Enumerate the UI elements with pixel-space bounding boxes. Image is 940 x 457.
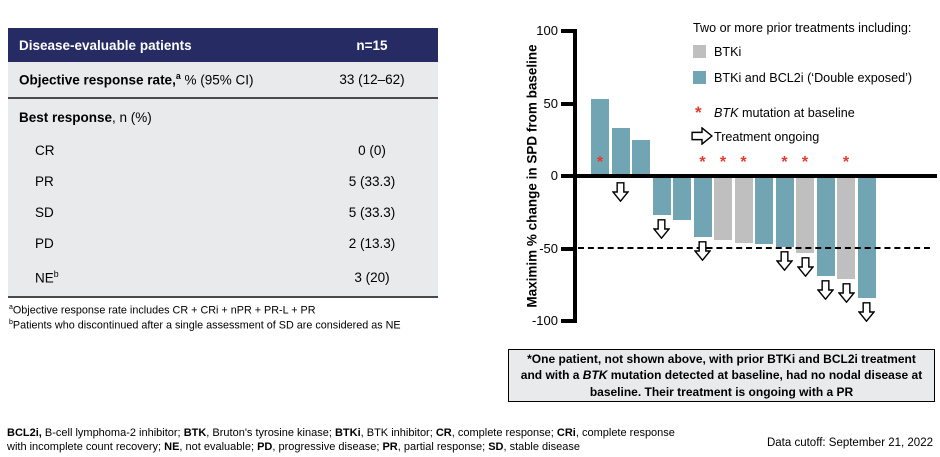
y-tick-label: -100	[531, 313, 558, 328]
waterfall-bar	[837, 176, 855, 279]
btk-mutation-asterisk: *	[781, 154, 788, 171]
legend-swatch-double-exposed	[693, 71, 706, 84]
legend-label-double-exposed: BTKi and BCL2i (‘Double exposed’)	[714, 71, 913, 85]
callout-box: *One patient, not shown above, with prio…	[508, 349, 935, 402]
table-row-value: 5 (33.3)	[348, 205, 396, 220]
treatment-ongoing-arrow-icon	[837, 283, 855, 304]
waterfall-bar	[755, 176, 773, 245]
treatment-ongoing-arrow-icon	[796, 256, 814, 278]
treatment-ongoing-arrow-icon	[775, 251, 794, 272]
table-row-label: CR	[35, 143, 55, 158]
waterfall-bar	[734, 176, 753, 243]
waterfall-bar	[816, 176, 835, 277]
waterfall-bar	[693, 176, 712, 237]
table-row-label: PD	[35, 236, 54, 251]
table-row: NEb 3 (20)	[8, 259, 438, 296]
table-header-row: Disease-evaluable patients n=15	[8, 28, 438, 62]
waterfall-bar	[632, 139, 650, 176]
y-tick-label: -50	[539, 240, 558, 256]
table-footnote-a: aObjective response rate includes CR + C…	[9, 304, 316, 317]
legend-label-btki: BTKi	[714, 45, 742, 59]
abbreviations-footnote: BCL2i, B-cell lymphoma-2 inhibitor; BTK,…	[7, 427, 675, 454]
waterfall-bar	[591, 99, 609, 176]
table-footnote-b: bPatients who discontinued after a singl…	[9, 318, 401, 332]
callout-text: *One patient, not shown above, with prio…	[520, 352, 923, 399]
treatment-ongoing-arrow-icon	[816, 280, 835, 301]
treatment-ongoing-arrow-icon	[857, 301, 876, 323]
data-cutoff: Data cutoff: September 21, 2022	[766, 437, 933, 449]
table-row: PD 2 (13.3)	[8, 228, 438, 259]
zero-baseline	[573, 174, 937, 178]
treatment-ongoing-arrow-icon	[693, 241, 712, 262]
waterfall-bar	[652, 176, 671, 216]
y-tick-mark	[561, 319, 573, 323]
waterfall-bar	[857, 176, 876, 298]
waterfall-bar	[611, 128, 630, 176]
waterfall-bar	[775, 176, 794, 248]
btk-mutation-asterisk: *	[801, 154, 809, 171]
legend-label-treatment-ongoing: Treatment ongoing	[714, 130, 820, 144]
y-tick-label: 100	[536, 23, 558, 38]
btk-mutation-asterisk-icon: *	[695, 103, 702, 122]
table-header-label: Disease-evaluable patients	[19, 37, 192, 53]
btk-mutation-asterisk: *	[699, 154, 706, 171]
table-row-label: Objective response rate,a % (95% CI)	[19, 71, 254, 88]
table-row: Objective response rate,a % (95% CI) 33 (…	[8, 62, 438, 99]
legend-label-btk-mutation: BTK mutation at baseline	[714, 106, 855, 120]
table-row-label: PR	[35, 174, 54, 189]
y-tick-mark	[561, 246, 573, 251]
y-tick-mark	[561, 174, 573, 178]
table-row: SD 5 (33.3)	[8, 197, 438, 228]
table-row: Best response, n (%)	[8, 99, 438, 135]
table-footnotes: aObjective response rate includes CR + C…	[9, 303, 401, 333]
treatment-ongoing-arrow-icon	[691, 126, 714, 146]
y-tick-mark	[561, 29, 573, 33]
table-row-label: SD	[35, 205, 54, 220]
btk-mutation-asterisk: *	[596, 154, 604, 171]
legend-swatch-btki	[693, 45, 706, 58]
btk-mutation-asterisk: *	[719, 154, 727, 171]
table-row-value: 2 (13.3)	[348, 236, 396, 251]
table-row-label: NEb	[35, 269, 59, 286]
waterfall-bar	[714, 176, 732, 240]
legend-title: Two or more prior treatments including:	[693, 21, 912, 35]
treatment-ongoing-arrow-icon	[611, 182, 630, 203]
results-table: Disease-evaluable patients n=15 Objectiv…	[8, 28, 438, 298]
y-tick-mark	[561, 101, 573, 106]
waterfall-bar	[673, 176, 691, 220]
y-tick-label: 50	[543, 95, 558, 111]
btk-mutation-asterisk: *	[842, 154, 850, 171]
table-row-label: Best response, n (%)	[19, 109, 152, 125]
y-tick-label: 0	[550, 168, 558, 183]
table-row-value: 33 (12–62)	[339, 72, 405, 87]
table-row-value: 5 (33.3)	[348, 174, 396, 189]
reference-line-minus50	[578, 247, 930, 249]
treatment-ongoing-arrow-icon	[652, 219, 671, 240]
table-row-value: 0 (0)	[358, 143, 386, 158]
table-row: CR 0 (0)	[8, 135, 438, 166]
table-body: Objective response rate,a % (95% CI) 33 (…	[8, 62, 438, 296]
btk-mutation-asterisk: *	[740, 154, 747, 171]
table-row: PR 5 (33.3)	[8, 166, 438, 197]
table-header-n: n=15	[356, 37, 388, 53]
table-row-value: 3 (20)	[354, 270, 390, 285]
waterfall-bar	[796, 176, 814, 253]
